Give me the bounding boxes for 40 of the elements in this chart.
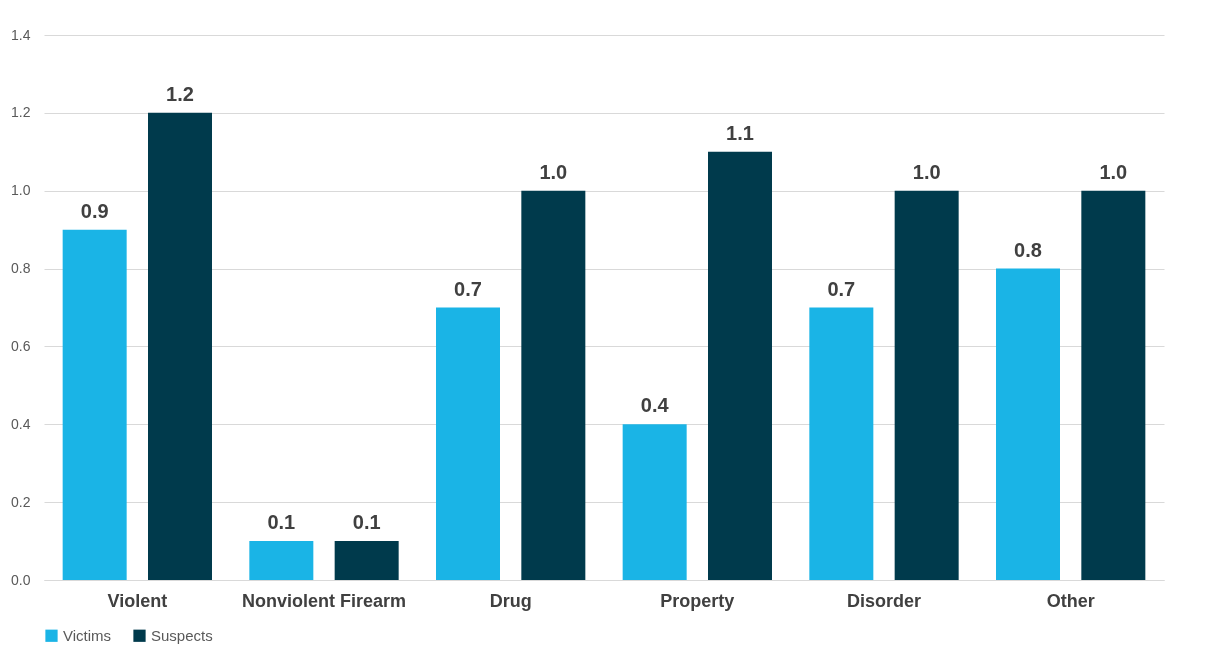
data-label: 1.0 (912, 160, 941, 183)
data-label: 1.0 (539, 160, 568, 183)
bar (996, 268, 1060, 580)
bar (436, 307, 500, 580)
data-label: 0.1 (267, 511, 296, 534)
bar (708, 151, 772, 580)
bar (249, 541, 314, 580)
data-label: 1.2 (166, 82, 194, 105)
bar (148, 112, 212, 580)
y-tick-label: 0.8 (11, 260, 31, 277)
data-label: 0.7 (827, 277, 856, 300)
bar (809, 307, 874, 580)
data-label: 0.7 (454, 277, 482, 300)
bar (1081, 190, 1146, 580)
data-label: 1.0 (1099, 160, 1128, 183)
legend-label: Suspects (151, 626, 213, 644)
bar (62, 229, 127, 580)
x-tick-label: Drug (489, 590, 532, 611)
x-tick-label: Nonviolent Firearm (241, 590, 407, 611)
x-tick-label: Property (660, 590, 735, 611)
x-tick-label: Violent (107, 590, 168, 611)
y-tick-label: 0.0 (11, 571, 31, 588)
y-tick-label: 0.6 (11, 337, 31, 354)
y-tick-label: 0.2 (11, 493, 31, 510)
data-label: 0.8 (1014, 238, 1042, 261)
x-tick-label: Disorder (846, 590, 922, 611)
y-tick-label: 1.0 (11, 182, 31, 199)
y-tick-label: 1.2 (11, 104, 31, 121)
data-label: 1.1 (726, 121, 754, 144)
legend-label: Victims (63, 626, 112, 644)
x-tick-label: Other (1046, 590, 1095, 611)
y-tick-label: 1.4 (11, 26, 31, 43)
bar (521, 190, 586, 580)
data-label: 0.9 (80, 199, 109, 222)
data-label: 0.1 (352, 511, 381, 534)
bar (894, 190, 959, 580)
data-label: 0.4 (640, 394, 670, 417)
bar (622, 424, 687, 580)
y-tick-label: 0.4 (11, 415, 31, 432)
bar (334, 541, 399, 580)
